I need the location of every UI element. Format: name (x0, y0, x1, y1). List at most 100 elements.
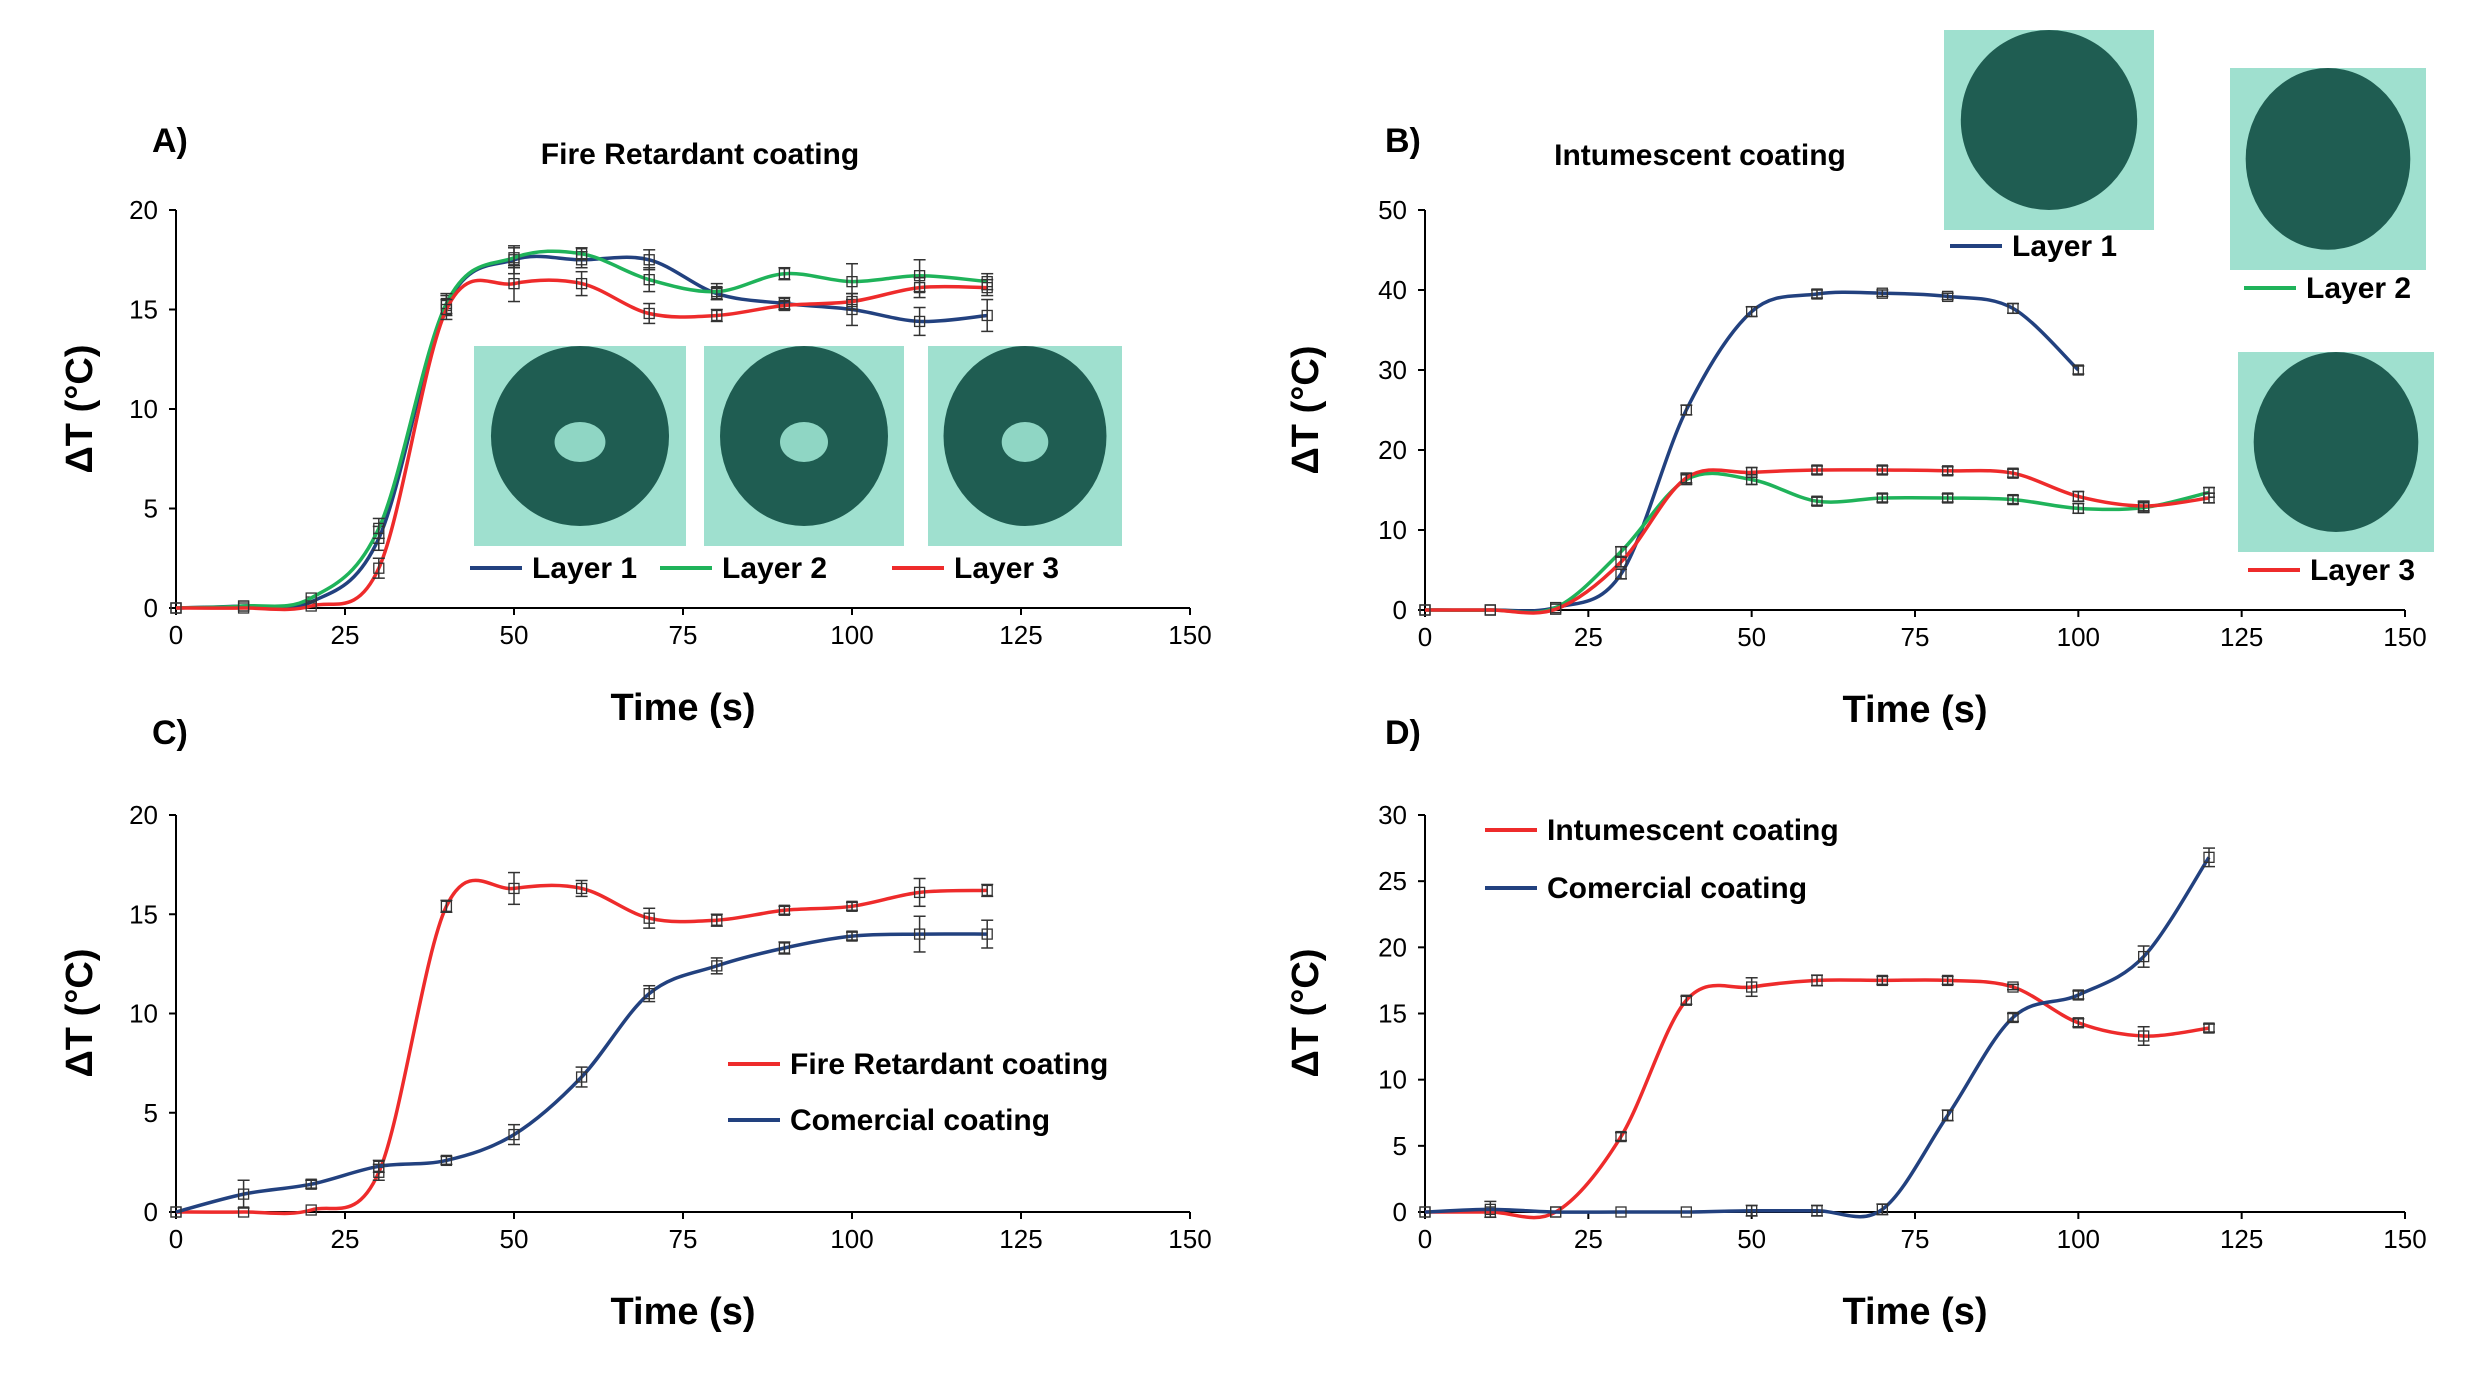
data-point (440, 303, 453, 316)
data-point (1680, 472, 1692, 484)
y-axis-label: ΔT (°C) (59, 344, 101, 473)
series-line (1424, 856, 2211, 1219)
data-point (1876, 287, 1888, 299)
data-point (508, 277, 520, 290)
y-tick-label: 5 (1393, 1131, 1407, 1161)
y-tick-label: 25 (1378, 866, 1407, 896)
photo-layer-1-sample (1944, 30, 2154, 230)
y-tick-label: 0 (1393, 595, 1407, 625)
y-tick-label: 30 (1378, 355, 1407, 385)
x-tick-label: 25 (331, 1224, 360, 1254)
data-point (643, 307, 655, 320)
data-point (2072, 364, 2084, 376)
legend-entry: Layer 2 (722, 552, 827, 585)
series-layer-1: Layer 1 (1419, 230, 2117, 616)
series-layer-3: Layer 3 (1419, 464, 2415, 616)
x-tick-label: 50 (500, 620, 529, 650)
series-line (1424, 471, 2210, 615)
data-point (2138, 500, 2150, 512)
data-point (2072, 502, 2084, 515)
legend-entry: Layer 2 (2306, 272, 2411, 305)
series-line (1424, 468, 2210, 615)
x-tick-label: 75 (1901, 622, 1930, 652)
data-point (1876, 492, 1888, 504)
data-point (170, 602, 182, 614)
data-point (711, 309, 723, 322)
data-point (1811, 1205, 1823, 1217)
x-tick-label: 125 (999, 1224, 1042, 1254)
data-point (1746, 981, 1758, 993)
data-point (1746, 305, 1758, 318)
data-point (305, 1204, 317, 1216)
series-line (175, 878, 988, 1216)
x-tick-label: 150 (2383, 1224, 2426, 1254)
data-point (373, 522, 385, 535)
y-tick-label: 15 (1378, 999, 1407, 1029)
photo-light-spot (780, 422, 828, 462)
data-point (1680, 404, 1692, 416)
y-tick-label: 15 (129, 295, 158, 325)
y-tick-label: 0 (144, 593, 158, 623)
data-point (2203, 1022, 2215, 1034)
data-point (2072, 490, 2084, 503)
data-point (1615, 568, 1627, 580)
x-tick-label: 75 (669, 1224, 698, 1254)
series-line (1424, 290, 2080, 613)
series-comercial-coating: Comercial coating (170, 915, 1050, 1218)
photo-char-area (2253, 352, 2419, 532)
data-point (508, 1128, 520, 1141)
data-point (1876, 464, 1888, 476)
photo-layer-2-sample (704, 346, 904, 546)
data-point (1942, 465, 1954, 477)
x-tick-label: 0 (1418, 622, 1432, 652)
y-tick-label: 0 (144, 1197, 158, 1227)
chart-title: Fire Retardant coating (541, 138, 859, 171)
series-comercial-coating: Comercial coating (1419, 847, 2215, 1219)
data-point (2138, 950, 2150, 963)
photo-light-spot (1001, 422, 1049, 462)
x-tick-label: 50 (1737, 1224, 1766, 1254)
y-axis-label: ΔT (°C) (59, 948, 101, 1077)
y-tick-label: 5 (144, 1098, 158, 1128)
data-point (508, 882, 520, 895)
y-tick-label: 0 (1393, 1197, 1407, 1227)
data-point (2203, 851, 2215, 863)
y-tick-label: 10 (1378, 515, 1407, 545)
photo-layer-2-sample (2230, 67, 2426, 270)
data-point (846, 275, 858, 288)
data-point (913, 315, 926, 328)
data-point (1811, 288, 1823, 300)
data-point (2203, 492, 2215, 504)
x-tick-label: 25 (331, 620, 360, 650)
data-point (508, 252, 520, 264)
data-point (1615, 1130, 1627, 1143)
data-point (1419, 1206, 1431, 1218)
data-point (575, 882, 588, 895)
series-line (1425, 978, 2210, 1220)
data-point (1942, 974, 1954, 987)
series-layer-3: Layer 3 (170, 264, 1059, 614)
panel-label: A) (152, 122, 188, 160)
data-point (1876, 974, 1888, 987)
panel-label: B) (1385, 122, 1421, 160)
data-point (643, 273, 655, 286)
data-point (913, 886, 926, 899)
data-point (913, 928, 926, 940)
data-point (1419, 604, 1431, 616)
legend-entry: Layer 1 (2012, 230, 2117, 263)
data-point (846, 930, 858, 942)
data-point (575, 248, 588, 260)
photo-layer-3-sample (928, 346, 1122, 546)
data-point (981, 281, 993, 294)
data-point (305, 600, 317, 612)
data-point (1615, 556, 1627, 568)
y-tick-label: 15 (129, 899, 158, 929)
data-point (170, 1206, 182, 1218)
x-tick-label: 0 (1418, 1224, 1432, 1254)
data-point (1550, 603, 1562, 615)
data-point (711, 285, 723, 298)
legend-entry: Fire Retardant coating (790, 1048, 1108, 1081)
legend-entry: Comercial coating (1547, 872, 1807, 905)
